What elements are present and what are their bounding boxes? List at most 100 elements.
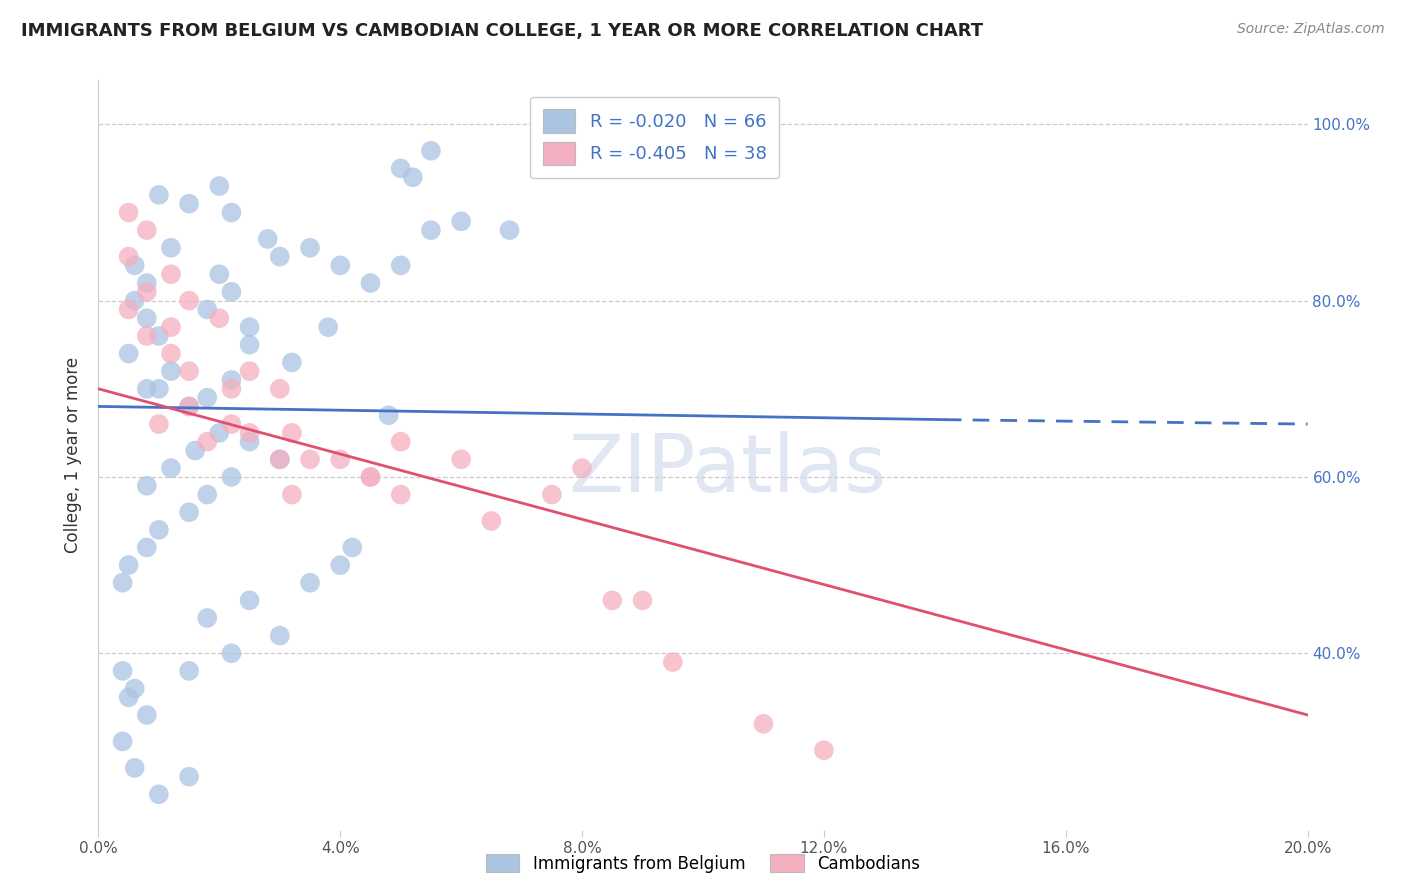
Point — [111, 734, 134, 748]
Point — [221, 205, 243, 219]
Point — [208, 267, 231, 281]
Point — [148, 523, 170, 537]
Point — [661, 655, 683, 669]
Point — [195, 434, 218, 449]
Point — [160, 346, 183, 360]
Point — [389, 487, 412, 501]
Point — [540, 487, 562, 501]
Point — [160, 267, 183, 281]
Point — [118, 690, 141, 705]
Point — [329, 558, 352, 573]
Point — [221, 382, 243, 396]
Point — [420, 144, 443, 158]
Point — [148, 382, 170, 396]
Point — [360, 276, 382, 290]
Point — [269, 452, 291, 467]
Point — [389, 259, 412, 273]
Text: ZIPatlas: ZIPatlas — [568, 431, 886, 509]
Point — [208, 425, 231, 440]
Point — [420, 223, 443, 237]
Point — [239, 593, 262, 607]
Point — [179, 400, 201, 414]
Point — [118, 558, 141, 573]
Point — [269, 250, 291, 264]
Point — [118, 250, 141, 264]
Point — [221, 373, 243, 387]
Point — [118, 346, 141, 360]
Point — [118, 302, 141, 317]
Point — [179, 196, 201, 211]
Point — [329, 259, 352, 273]
Point — [360, 470, 382, 484]
Legend: Immigrants from Belgium, Cambodians: Immigrants from Belgium, Cambodians — [479, 847, 927, 880]
Point — [239, 320, 262, 334]
Point — [135, 329, 157, 343]
Point — [135, 708, 157, 723]
Point — [221, 417, 243, 431]
Point — [402, 170, 425, 185]
Point — [135, 223, 157, 237]
Point — [631, 593, 654, 607]
Point — [602, 593, 624, 607]
Point — [450, 452, 472, 467]
Point — [184, 443, 207, 458]
Point — [179, 505, 201, 519]
Point — [208, 311, 231, 326]
Point — [124, 681, 146, 696]
Point — [135, 479, 157, 493]
Point — [124, 259, 146, 273]
Point — [160, 320, 183, 334]
Text: Source: ZipAtlas.com: Source: ZipAtlas.com — [1237, 22, 1385, 37]
Point — [124, 761, 146, 775]
Point — [299, 241, 322, 255]
Point — [160, 364, 183, 378]
Point — [281, 425, 304, 440]
Point — [135, 541, 157, 555]
Point — [269, 452, 291, 467]
Point — [179, 770, 201, 784]
Legend: R = -0.020   N = 66, R = -0.405   N = 38: R = -0.020 N = 66, R = -0.405 N = 38 — [530, 97, 779, 178]
Point — [195, 611, 218, 625]
Point — [135, 285, 157, 299]
Point — [208, 179, 231, 194]
Point — [239, 425, 262, 440]
Point — [299, 452, 322, 467]
Point — [481, 514, 503, 528]
Point — [221, 285, 243, 299]
Point — [148, 417, 170, 431]
Point — [179, 293, 201, 308]
Point — [179, 400, 201, 414]
Point — [281, 355, 304, 369]
Point — [160, 461, 183, 475]
Point — [269, 382, 291, 396]
Point — [135, 382, 157, 396]
Point — [571, 461, 593, 475]
Point — [111, 664, 134, 678]
Point — [256, 232, 278, 246]
Point — [299, 575, 322, 590]
Point — [195, 391, 218, 405]
Point — [239, 337, 262, 351]
Point — [813, 743, 835, 757]
Point — [752, 716, 775, 731]
Point — [316, 320, 339, 334]
Point — [179, 364, 201, 378]
Point — [329, 452, 352, 467]
Point — [239, 364, 262, 378]
Point — [221, 646, 243, 660]
Point — [148, 329, 170, 343]
Point — [148, 787, 170, 801]
Point — [118, 205, 141, 219]
Point — [195, 302, 218, 317]
Point — [281, 487, 304, 501]
Text: IMMIGRANTS FROM BELGIUM VS CAMBODIAN COLLEGE, 1 YEAR OR MORE CORRELATION CHART: IMMIGRANTS FROM BELGIUM VS CAMBODIAN COL… — [21, 22, 983, 40]
Point — [498, 223, 520, 237]
Point — [342, 541, 364, 555]
Point — [239, 434, 262, 449]
Point — [389, 161, 412, 176]
Point — [160, 241, 183, 255]
Point — [377, 409, 399, 423]
Point — [124, 293, 146, 308]
Point — [111, 575, 134, 590]
Point — [360, 470, 382, 484]
